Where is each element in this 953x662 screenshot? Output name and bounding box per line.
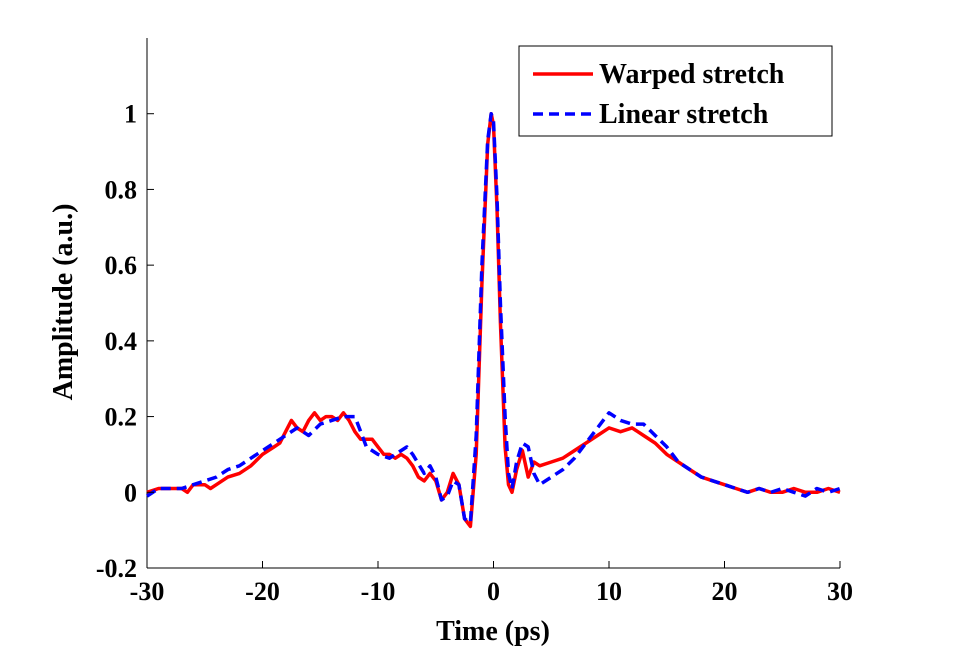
x-tick-label: 30 <box>827 577 853 606</box>
x-tick-label: 0 <box>487 577 500 606</box>
series-layer <box>146 111 841 529</box>
y-tick-label: 0.8 <box>105 175 138 204</box>
legend-label-linear-stretch: Linear stretch <box>599 99 769 130</box>
x-tick-label: -20 <box>245 577 280 606</box>
series-line-linear-stretch <box>146 111 841 525</box>
x-axis-label: Time (ps) <box>436 616 550 647</box>
series-line-warped-stretch <box>146 111 841 529</box>
y-axis-label: Amplitude (a.u.) <box>48 204 79 401</box>
y-tick-label: 0.2 <box>105 403 138 432</box>
x-tick-label: -10 <box>361 577 396 606</box>
ticks-layer: -30 -20 -10 0 10 20 30 -0.2 0 0.2 0.4 0.6 0.8 1 <box>96 100 853 606</box>
y-tick-label: 0.6 <box>105 251 138 280</box>
legend-label-warped-stretch: Warped stretch <box>599 59 785 90</box>
x-tick-label: 10 <box>596 577 622 606</box>
y-tick-label: 1 <box>124 100 137 129</box>
y-tick-label: -0.2 <box>96 554 137 583</box>
legend: Warped stretch Linear stretch <box>518 45 833 137</box>
x-tick-label: -30 <box>130 577 165 606</box>
x-tick-label: 20 <box>712 577 738 606</box>
legend-box <box>518 45 833 137</box>
y-tick-label: 0.4 <box>105 327 138 356</box>
y-tick-label: 0 <box>124 478 137 507</box>
